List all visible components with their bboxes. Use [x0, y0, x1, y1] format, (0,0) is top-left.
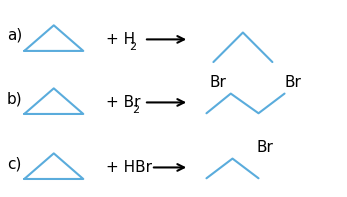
Text: + Br: + Br	[106, 95, 140, 110]
Text: Br: Br	[257, 140, 274, 155]
Text: 2: 2	[132, 105, 139, 115]
Text: c): c)	[7, 156, 21, 171]
Text: a): a)	[7, 28, 22, 43]
Text: 2: 2	[129, 42, 137, 52]
Text: b): b)	[7, 91, 23, 106]
Text: + HBr: + HBr	[106, 160, 152, 175]
Text: Br: Br	[210, 75, 227, 90]
Text: Br: Br	[285, 75, 302, 90]
Text: + H: + H	[106, 32, 135, 47]
